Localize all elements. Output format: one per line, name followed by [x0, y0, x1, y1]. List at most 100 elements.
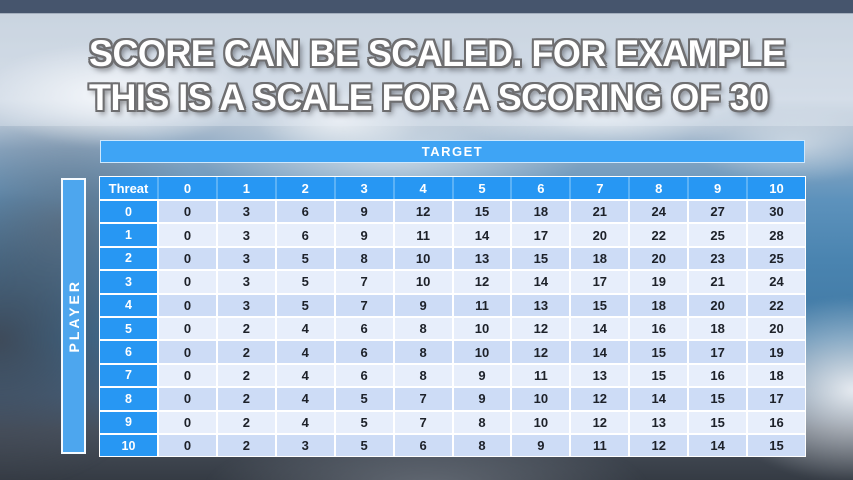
score-cell: 13 — [453, 247, 511, 270]
score-cell: 11 — [512, 364, 570, 387]
score-cell: 14 — [512, 271, 570, 293]
score-cell: 11 — [571, 434, 629, 457]
score-cell: 19 — [748, 341, 805, 363]
score-cell: 9 — [394, 294, 452, 316]
score-cell: 18 — [748, 364, 805, 387]
target-column-header: 0 — [159, 177, 216, 199]
score-cell: 2 — [217, 317, 275, 340]
score-cell: 15 — [630, 341, 688, 363]
score-cell: 8 — [453, 434, 511, 457]
score-cell: 15 — [689, 411, 747, 433]
score-cell: 24 — [630, 201, 688, 223]
score-cell: 4 — [276, 388, 334, 410]
score-cell: 13 — [512, 294, 570, 316]
score-cell: 12 — [453, 271, 511, 293]
score-cell: 17 — [748, 388, 805, 410]
target-column-header: 1 — [217, 177, 275, 199]
target-label: TARGET — [421, 144, 484, 159]
target-column-header: 10 — [748, 177, 805, 199]
score-cell: 12 — [571, 411, 629, 433]
score-cell: 0 — [159, 434, 216, 457]
score-cell: 9 — [335, 201, 393, 223]
score-cell: 0 — [159, 388, 216, 410]
score-cell: 4 — [276, 341, 334, 363]
target-column-header: 5 — [453, 177, 511, 199]
target-column-header: 2 — [276, 177, 334, 199]
score-cell: 9 — [335, 224, 393, 246]
score-cell: 8 — [394, 364, 452, 387]
score-cell: 2 — [217, 388, 275, 410]
slide-title-line2: THIS IS A SCALE FOR A SCORING OF 30 — [89, 77, 769, 118]
target-column-header: 3 — [335, 177, 393, 199]
score-cell: 10 — [512, 388, 570, 410]
score-cell: 28 — [748, 224, 805, 246]
score-cell: 6 — [276, 201, 334, 223]
target-column-header: 4 — [394, 177, 452, 199]
score-cell: 6 — [335, 317, 393, 340]
score-cell: 22 — [630, 224, 688, 246]
score-cell: 2 — [217, 411, 275, 433]
score-cell: 6 — [335, 341, 393, 363]
score-cell: 15 — [512, 247, 570, 270]
score-cell: 14 — [453, 224, 511, 246]
score-cell: 14 — [689, 434, 747, 457]
score-cell: 9 — [453, 364, 511, 387]
score-cell: 10 — [394, 271, 452, 293]
score-cell: 20 — [748, 317, 805, 340]
target-column-header: 8 — [630, 177, 688, 199]
score-cell: 25 — [689, 224, 747, 246]
score-cell: 11 — [453, 294, 511, 316]
score-cell: 3 — [217, 247, 275, 270]
score-cell: 5 — [335, 434, 393, 457]
score-cell: 12 — [630, 434, 688, 457]
score-cell: 0 — [159, 317, 216, 340]
score-cell: 11 — [394, 224, 452, 246]
score-cell: 3 — [217, 294, 275, 316]
target-column-header: 6 — [512, 177, 570, 199]
score-cell: 27 — [689, 201, 747, 223]
score-cell: 15 — [630, 364, 688, 387]
score-cell: 17 — [689, 341, 747, 363]
threat-corner-cell: Threat — [100, 177, 157, 199]
score-cell: 9 — [512, 434, 570, 457]
score-cell: 22 — [748, 294, 805, 316]
score-cell: 23 — [689, 247, 747, 270]
player-row-header: 0 — [100, 201, 157, 223]
score-cell: 16 — [748, 411, 805, 433]
score-cell: 12 — [571, 388, 629, 410]
score-cell: 15 — [689, 388, 747, 410]
score-cell: 8 — [394, 341, 452, 363]
score-cell: 13 — [571, 364, 629, 387]
score-cell: 0 — [159, 341, 216, 363]
score-cell: 2 — [217, 364, 275, 387]
target-column-header: 9 — [689, 177, 747, 199]
player-row-header: 8 — [100, 388, 157, 410]
score-cell: 14 — [630, 388, 688, 410]
slide-title: SCORE CAN BE SCALED. FOR EXAMPLE THIS IS… — [89, 32, 807, 120]
player-row-header: 3 — [100, 271, 157, 293]
score-cell: 12 — [394, 201, 452, 223]
score-cell: 17 — [512, 224, 570, 246]
score-cell: 15 — [571, 294, 629, 316]
title-band — [0, 13, 853, 126]
score-cell: 8 — [394, 317, 452, 340]
score-cell: 6 — [335, 364, 393, 387]
score-cell: 18 — [512, 201, 570, 223]
table-body: 0 0 3 6 9 12 15 18 21 24 27 30 1 0 3 6 9 11 14 17 20 22 25 28 2 0… — [100, 201, 805, 457]
score-cell: 3 — [276, 434, 334, 457]
score-cell: 0 — [159, 247, 216, 270]
score-cell: 5 — [276, 294, 334, 316]
score-cell: 12 — [512, 341, 570, 363]
player-row-header: 4 — [100, 294, 157, 316]
player-row-header: 10 — [100, 434, 157, 457]
score-cell: 7 — [394, 388, 452, 410]
score-cell: 9 — [453, 388, 511, 410]
score-cell: 14 — [571, 341, 629, 363]
score-cell: 21 — [689, 271, 747, 293]
score-cell: 18 — [630, 294, 688, 316]
score-cell: 4 — [276, 317, 334, 340]
player-row-header: 6 — [100, 341, 157, 363]
player-row-header: 9 — [100, 411, 157, 433]
player-row-header: 7 — [100, 364, 157, 387]
